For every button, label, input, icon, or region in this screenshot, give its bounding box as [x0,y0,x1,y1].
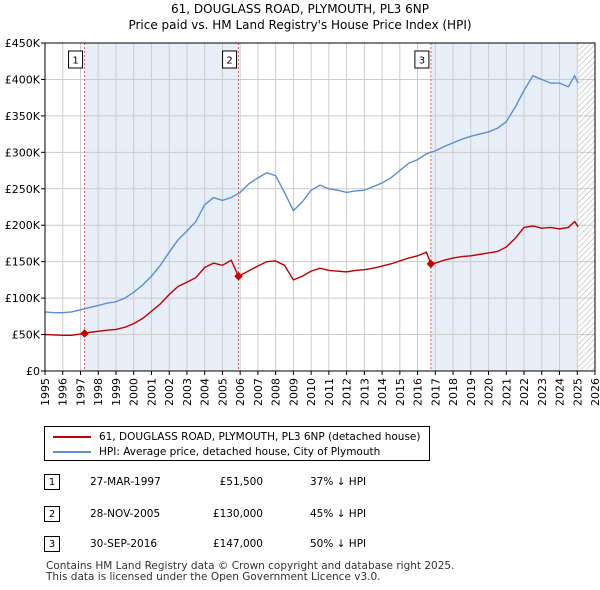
sale-hpi-delta: 50% ↓ HPI [310,538,367,550]
table-row: 2 28-NOV-2005 £130,000 45% ↓ HPI [40,506,440,524]
sale-point [80,329,89,338]
x-tick-label: 1997 [74,378,87,406]
sale-point [426,259,436,269]
x-tick-label: 2012 [341,378,354,406]
chart-title: 61, DOUGLASS ROAD, PLYMOUTH, PL3 6NP [171,2,429,16]
sale-point [234,272,243,281]
legend-item-hpi: HPI: Average price, detached house, City… [53,446,380,458]
x-tick-label: 2024 [554,378,567,406]
sale-label-number: 1 [72,56,78,67]
sale-hpi-delta: 37% ↓ HPI [310,476,367,488]
x-tick-label: 2008 [270,378,283,406]
sale-labels: 1 2 3 [68,50,430,69]
shaded-period [84,43,239,371]
x-tick-label: 2003 [181,378,194,406]
x-tick-label: 1996 [57,378,70,406]
sale-label-box [222,50,238,69]
y-tick-label: £150K [5,256,41,269]
sale-label-number: 2 [226,56,232,67]
y-tick-label: £0 [26,365,40,378]
sale-label-box [68,50,84,69]
x-tick-label: 2025 [571,378,584,406]
x-tick-label: 2004 [199,378,212,406]
shaded-period [430,43,579,371]
axes: £0 £50K £100K £150K £200K £250K £300K £350K £400… [5,37,600,406]
x-tick-label: 2006 [234,378,247,406]
x-tick-label: 1995 [39,378,52,406]
x-tick-label: 2021 [500,378,513,406]
sale-number-badge: 2 [44,506,60,522]
property-series-line [44,220,579,336]
legend-swatch-hpi [53,451,91,453]
sale-price: £51,500 [219,476,263,488]
table-row: 3 30-SEP-2016 £147,000 50% ↓ HPI [40,536,440,554]
y-tick-label: £350K [5,110,41,123]
x-tick-label: 2017 [429,378,442,406]
chart-subtitle: Price paid vs. HM Land Registry's House … [128,18,471,32]
sale-date: 30-SEP-2016 [90,538,158,550]
x-tick-label: 2019 [465,378,478,406]
x-tick-label: 1999 [110,378,123,406]
x-tick-label: 2009 [287,378,300,406]
x-tick-label: 2007 [252,378,265,406]
attribution-footer: Contains HM Land Registry data © Crown c… [46,561,454,583]
legend-item-property: 61, DOUGLASS ROAD, PLYMOUTH, PL3 6NP (de… [53,431,421,443]
x-tick-label: 2018 [447,378,460,406]
x-tick-label: 2014 [376,378,389,406]
attribution-line-1: Contains HM Land Registry data © Crown c… [46,560,455,572]
legend-swatch-property [53,436,91,438]
y-tick-label: £200K [5,219,41,232]
y-tick-label: £100K [5,292,41,305]
y-tick-label: £450K [5,37,41,50]
sale-price: £147,000 [212,538,263,550]
x-tick-label: 1998 [92,378,105,406]
future-hatched-region [578,43,595,371]
y-tick-label: £250K [5,183,41,196]
x-tick-label: 2020 [483,378,496,406]
x-tick-label: 2000 [128,378,141,406]
x-tick-label: 2011 [323,378,336,406]
price-chart: 61, DOUGLASS ROAD, PLYMOUTH, PL3 6NP Pri… [5,2,600,406]
legend-label-property: 61, DOUGLASS ROAD, PLYMOUTH, PL3 6NP (de… [99,431,421,443]
plot-frame [44,42,596,372]
legend-label-hpi: HPI: Average price, detached house, City… [99,446,381,458]
table-row: 1 27-MAR-1997 £51,500 37% ↓ HPI [40,474,440,492]
attribution-line-2: This data is licensed under the Open Gov… [46,571,381,583]
sale-label-number: 3 [419,56,425,67]
sale-points [80,259,436,338]
chart-legend: 61, DOUGLASS ROAD, PLYMOUTH, PL3 6NP (de… [44,426,430,461]
sale-label-box [414,50,430,69]
x-tick-label: 2002 [163,378,176,406]
x-tick-label: 2026 [589,378,600,406]
x-tick-label: 2022 [518,378,531,406]
sale-marker-lines [84,43,432,371]
series-lines [44,74,579,336]
y-tick-label: £400K [5,73,41,86]
y-tick-label: £300K [5,146,41,159]
sale-number-badge: 1 [44,474,60,490]
sale-price: £130,000 [212,508,263,520]
x-tick-label: 2015 [394,378,407,406]
sale-date: 28-NOV-2005 [90,508,161,520]
forecast-hatch [578,43,595,371]
sale-number-badge: 3 [44,536,60,552]
x-tick-label: 2013 [358,378,371,406]
x-tick-label: 2005 [216,378,229,406]
y-tick-label: £50K [12,329,41,342]
hpi-series-line [44,74,579,314]
x-tick-label: 2010 [305,378,318,406]
x-tick-label: 2001 [145,378,158,406]
sale-hpi-delta: 45% ↓ HPI [310,508,367,520]
x-tick-label: 2023 [536,378,549,406]
x-tick-label: 2016 [412,378,425,406]
sale-date: 27-MAR-1997 [90,476,161,488]
shaded-ownership-periods [84,43,579,371]
